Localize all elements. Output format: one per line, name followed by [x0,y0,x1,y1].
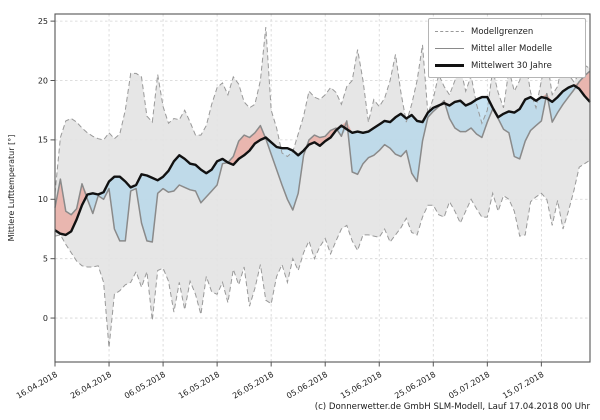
svg-text:26.05.2018: 26.05.2018 [231,370,275,401]
legend-item-model-bounds: Modellgrenzen [435,23,579,40]
svg-text:25: 25 [38,17,48,26]
legend-item-model-mean: Mittel aller Modelle [435,40,579,57]
svg-text:15.07.2018: 15.07.2018 [501,370,545,401]
dashed-line-swatch [435,31,464,32]
legend-label: Mittel aller Modelle [471,43,553,54]
gray-line-swatch [435,48,464,49]
svg-text:15: 15 [38,136,48,145]
svg-text:0: 0 [43,314,48,323]
svg-text:05.06.2018: 05.06.2018 [285,370,329,401]
svg-text:26.04.2018: 26.04.2018 [69,370,113,401]
svg-text:15.06.2018: 15.06.2018 [339,370,383,401]
svg-text:05.07.2018: 05.07.2018 [447,370,491,401]
svg-text:10: 10 [38,195,48,204]
svg-text:20: 20 [38,76,48,85]
copyright-caption: (c) Donnerwetter.de GmbH SLM-Modell, Lau… [314,402,590,412]
legend-label: Mittelwert 30 Jahre [471,60,552,71]
svg-text:16.05.2018: 16.05.2018 [177,370,221,401]
black-line-swatch [435,64,464,67]
svg-text:06.05.2018: 06.05.2018 [123,370,167,401]
svg-text:5: 5 [43,254,48,263]
svg-text:25.06.2018: 25.06.2018 [393,370,437,401]
legend: Modellgrenzen Mittel aller Modelle Mitte… [428,18,586,78]
y-axis-label: Mittlere Lufttemperatur [°] [7,134,16,242]
svg-text:16.04.2018: 16.04.2018 [15,370,59,401]
legend-label: Modellgrenzen [471,26,534,37]
legend-item-30y-mean: Mittelwert 30 Jahre [435,57,579,74]
